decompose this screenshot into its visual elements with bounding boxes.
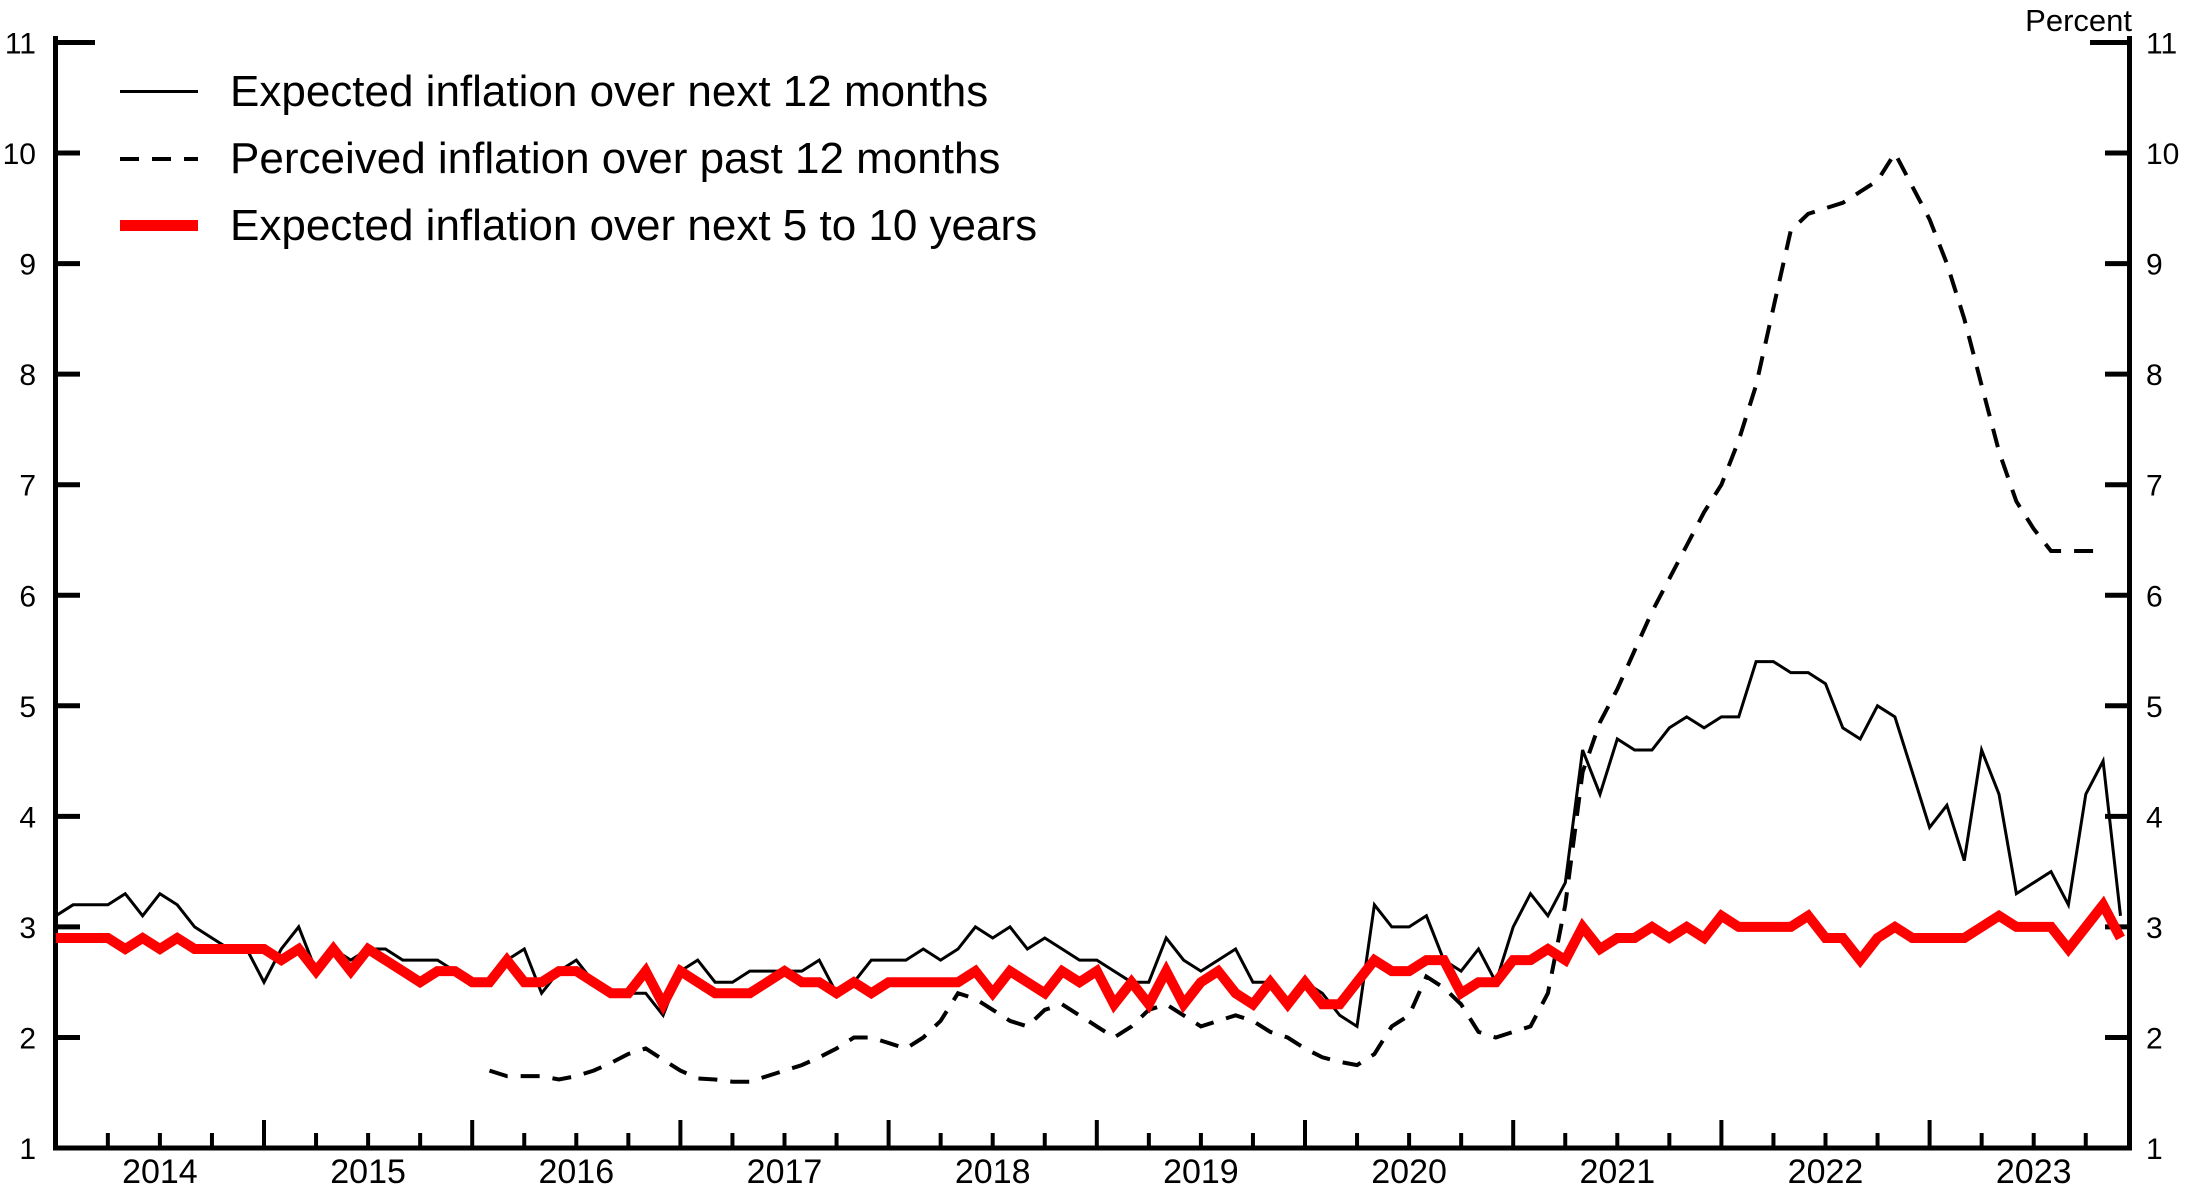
y-axis-label-left-11: 11 (5, 28, 36, 61)
dashed-line-icon (120, 156, 198, 161)
y-axis-label-left-5: 5 (19, 691, 36, 724)
y-axis-label-left-8: 8 (19, 359, 36, 392)
line-perceived-12m (488, 149, 2104, 1084)
y-axis-label-left-10: 10 (3, 138, 36, 171)
y-axis-label-left-7: 7 (19, 470, 36, 503)
x-axis-label-2018: 2018 (955, 1153, 1031, 1191)
y-axis-label-right-9: 9 (2146, 249, 2163, 282)
y-axis-label-right-4: 4 (2146, 801, 2163, 834)
x-axis-label-2022: 2022 (1788, 1153, 1864, 1191)
y-axis-label-left-1: 1 (19, 1133, 36, 1166)
y-axis-label-left-4: 4 (19, 801, 36, 834)
y-axis-label-right-8: 8 (2146, 359, 2163, 392)
y-axis-label-right-2: 2 (2146, 1022, 2163, 1055)
x-axis-label-2014: 2014 (122, 1153, 198, 1191)
line-expected-5-10y (55, 895, 2125, 1016)
x-axis-label-2020: 2020 (1371, 1153, 1447, 1191)
y-axis-label-left-2: 2 (19, 1022, 36, 1055)
line-expected-12m (54, 660, 2122, 1029)
y-axis-label-right-11: 11 (2146, 28, 2177, 61)
x-axis-label-2016: 2016 (538, 1153, 614, 1191)
x-axis-label-2023: 2023 (1996, 1153, 2072, 1191)
thick-red-line-icon (120, 220, 198, 231)
y-axis-label-right-7: 7 (2146, 470, 2163, 503)
y-axis-label-right-10: 10 (2146, 138, 2179, 171)
legend: Expected inflation over next 12 months P… (120, 58, 1037, 259)
legend-item-expected-5-10y: Expected inflation over next 5 to 10 yea… (120, 192, 1037, 259)
x-axis-label-2021: 2021 (1579, 1153, 1655, 1191)
legend-label-expected-12m: Expected inflation over next 12 months (230, 66, 989, 116)
y-axis-unit-label: Percent (2025, 3, 2132, 38)
x-axis-label-2017: 2017 (747, 1153, 823, 1191)
x-axis-label-2015: 2015 (330, 1153, 406, 1191)
y-axis-label-left-6: 6 (19, 580, 36, 613)
y-axis-label-right-6: 6 (2146, 580, 2163, 613)
x-axis-label-2019: 2019 (1163, 1153, 1239, 1191)
legend-label-perceived-12m: Perceived inflation over past 12 months (230, 133, 1001, 183)
y-axis-label-left-9: 9 (19, 249, 36, 282)
thin-solid-line-icon (120, 90, 198, 93)
y-axis-label-right-1: 1 (2146, 1133, 2163, 1166)
y-axis-label-right-3: 3 (2146, 912, 2163, 945)
legend-item-perceived-12m: Perceived inflation over past 12 months (120, 125, 1037, 192)
y-axis-label-left-3: 3 (19, 912, 36, 945)
legend-label-expected-5-10y: Expected inflation over next 5 to 10 yea… (230, 200, 1038, 250)
y-axis-label-right-5: 5 (2146, 691, 2163, 724)
legend-item-expected-12m: Expected inflation over next 12 months (120, 58, 1037, 125)
